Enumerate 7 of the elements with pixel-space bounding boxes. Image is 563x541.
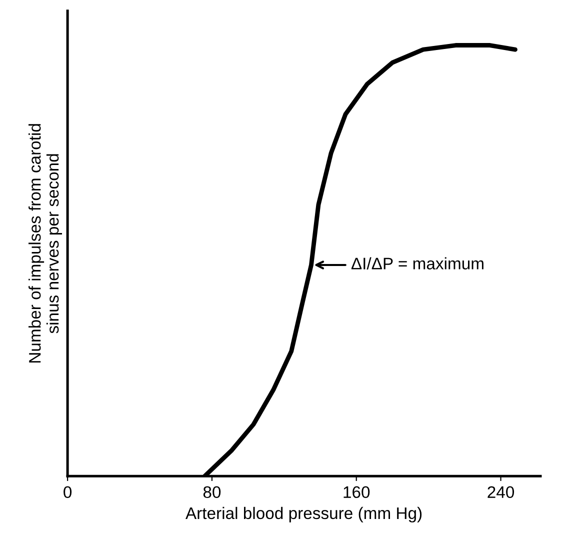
x-tick-label: 160 <box>344 486 370 498</box>
x-tick-label: 240 <box>488 486 514 498</box>
x-axis-title: Arterial blood pressure (mm Hg) <box>186 506 422 522</box>
annotation: ΔI/ΔP = maximum <box>351 257 484 270</box>
x-tick-label: 0 <box>64 486 72 498</box>
x-tick-label: 80 <box>203 486 221 498</box>
y-axis-title: Number of impulses from carotid sinus nerves per second <box>28 124 62 362</box>
